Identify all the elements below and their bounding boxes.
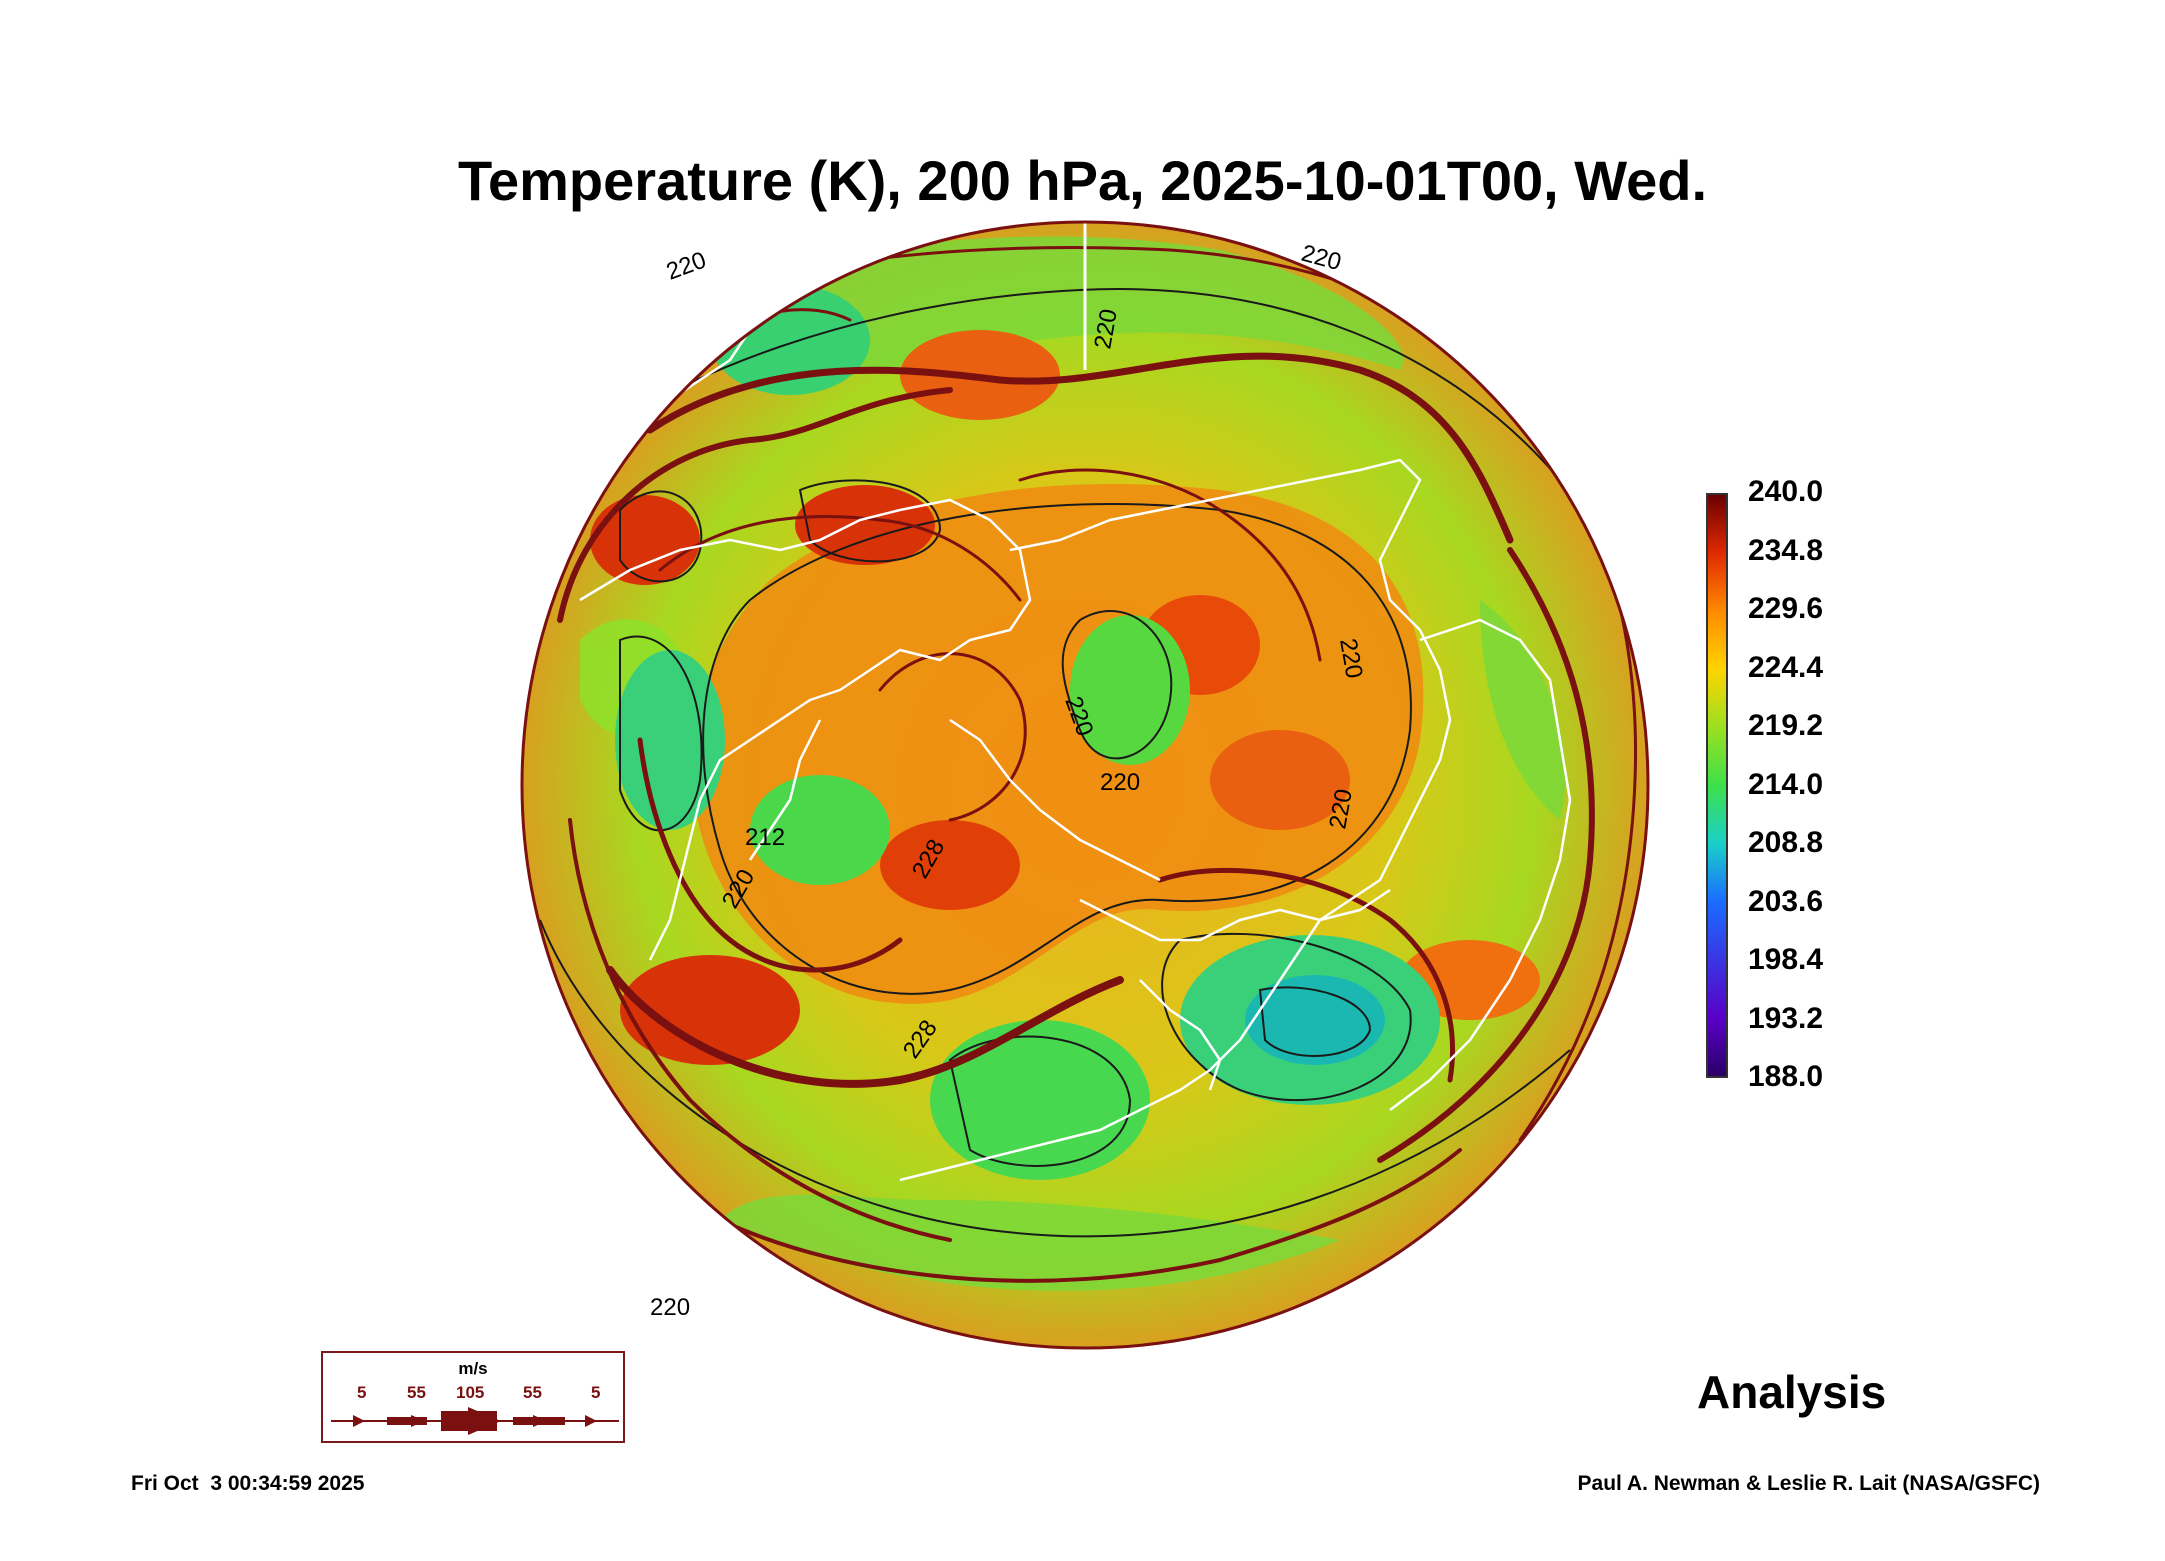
coastline xyxy=(1139,979,1222,1091)
colorbar xyxy=(1706,493,1728,1078)
hot-spot-1 xyxy=(590,495,700,585)
wind-legend-speed: 55 xyxy=(523,1383,542,1402)
wind-legend-unit: m/s xyxy=(458,1359,488,1378)
contour-label: 220 xyxy=(650,1294,690,1321)
colorbar-label: 208.8 xyxy=(1748,826,1824,859)
footer-timestamp: Fri Oct 3 00:34:59 2025 xyxy=(131,1472,365,1495)
wind-arrow-head xyxy=(585,1415,597,1427)
coastline xyxy=(579,498,1032,961)
temperature-contour xyxy=(619,490,703,583)
jet-streamline xyxy=(637,737,903,973)
colorbar-label: 219.2 xyxy=(1748,709,1824,742)
wind-arrow-head xyxy=(353,1415,365,1427)
coastline xyxy=(949,718,1161,882)
hot-spot-6 xyxy=(620,955,800,1065)
colorbar-label: 203.6 xyxy=(1748,885,1824,918)
contour-label: 220 xyxy=(1100,769,1140,796)
jet-streamline xyxy=(557,387,953,623)
temperature-contour xyxy=(1061,610,1173,760)
map-title: Temperature (K), 200 hPa, 2025-10-01T00,… xyxy=(457,149,1708,212)
jet-streamline xyxy=(1157,867,1455,1083)
coastline xyxy=(899,839,1402,1182)
analysis-label: Analysis xyxy=(1697,1366,1887,1418)
wind-legend-speed: 5 xyxy=(357,1383,367,1402)
coastline xyxy=(1009,458,1452,841)
temperature-contour xyxy=(1161,932,1412,1102)
cold-pool-5 xyxy=(1245,975,1385,1065)
colorbar-label: 193.2 xyxy=(1748,1002,1824,1035)
polar-temperature-map: 220 220 220 220 220 220 220 220 228 228 … xyxy=(520,220,1650,1350)
cold-pool-1 xyxy=(750,775,890,885)
wind-legend-speed: 105 xyxy=(456,1383,485,1402)
contour-label: 220 xyxy=(663,247,710,286)
wind-arrow-head xyxy=(533,1415,547,1427)
jet-streamline xyxy=(606,966,1124,1088)
wind-arrow-band xyxy=(387,1417,427,1425)
temperature-contour xyxy=(798,479,942,563)
jet-streamline xyxy=(646,352,1514,544)
globe-outline xyxy=(520,220,1650,1350)
temperature-contour xyxy=(702,503,1412,995)
colorbar-label: 234.8 xyxy=(1748,534,1824,567)
colorbar-label: 240.0 xyxy=(1748,475,1824,508)
cold-region-east xyxy=(1480,600,1566,820)
contour-label: 212 xyxy=(745,824,785,851)
hot-spot-5 xyxy=(880,820,1020,910)
wind-legend-arrows xyxy=(331,1407,619,1435)
jet-streamline xyxy=(658,515,1022,602)
jet-streamline xyxy=(568,818,952,1242)
colorbar-label: 198.4 xyxy=(1748,943,1824,976)
cold-pool-6 xyxy=(930,1020,1150,1180)
temperature-contour xyxy=(619,635,703,832)
wind-legend-speed: 5 xyxy=(591,1383,601,1402)
colorbar-label: 224.4 xyxy=(1748,651,1824,684)
wind-legend-speed: 55 xyxy=(407,1383,426,1402)
wind-speed-legend: m/s 5 55 105 55 5 xyxy=(321,1351,625,1443)
jet-streamline xyxy=(878,652,1027,822)
colorbar-label: 214.0 xyxy=(1748,768,1824,801)
jet-streamline xyxy=(718,1148,1462,1283)
temperature-contour xyxy=(539,919,1571,1238)
coastline xyxy=(748,719,822,861)
footer-credit: Paul A. Newman & Leslie R. Lait (NASA/GS… xyxy=(1577,1472,2040,1495)
cold-pool-3 xyxy=(615,650,725,830)
coastline xyxy=(1389,618,1572,1111)
coastline xyxy=(1079,888,1391,942)
hot-spot-7 xyxy=(1210,730,1350,830)
hot-spot-2 xyxy=(795,485,935,565)
temperature-contour xyxy=(1258,986,1372,1057)
jet-streamline xyxy=(1018,468,1322,662)
wind-arrow-head xyxy=(411,1415,425,1427)
colorbar-label: 229.6 xyxy=(1748,592,1824,625)
wind-arrow-head xyxy=(468,1407,501,1435)
jet-streamline xyxy=(1377,547,1595,1163)
colorbar-label: 188.0 xyxy=(1748,1060,1824,1093)
